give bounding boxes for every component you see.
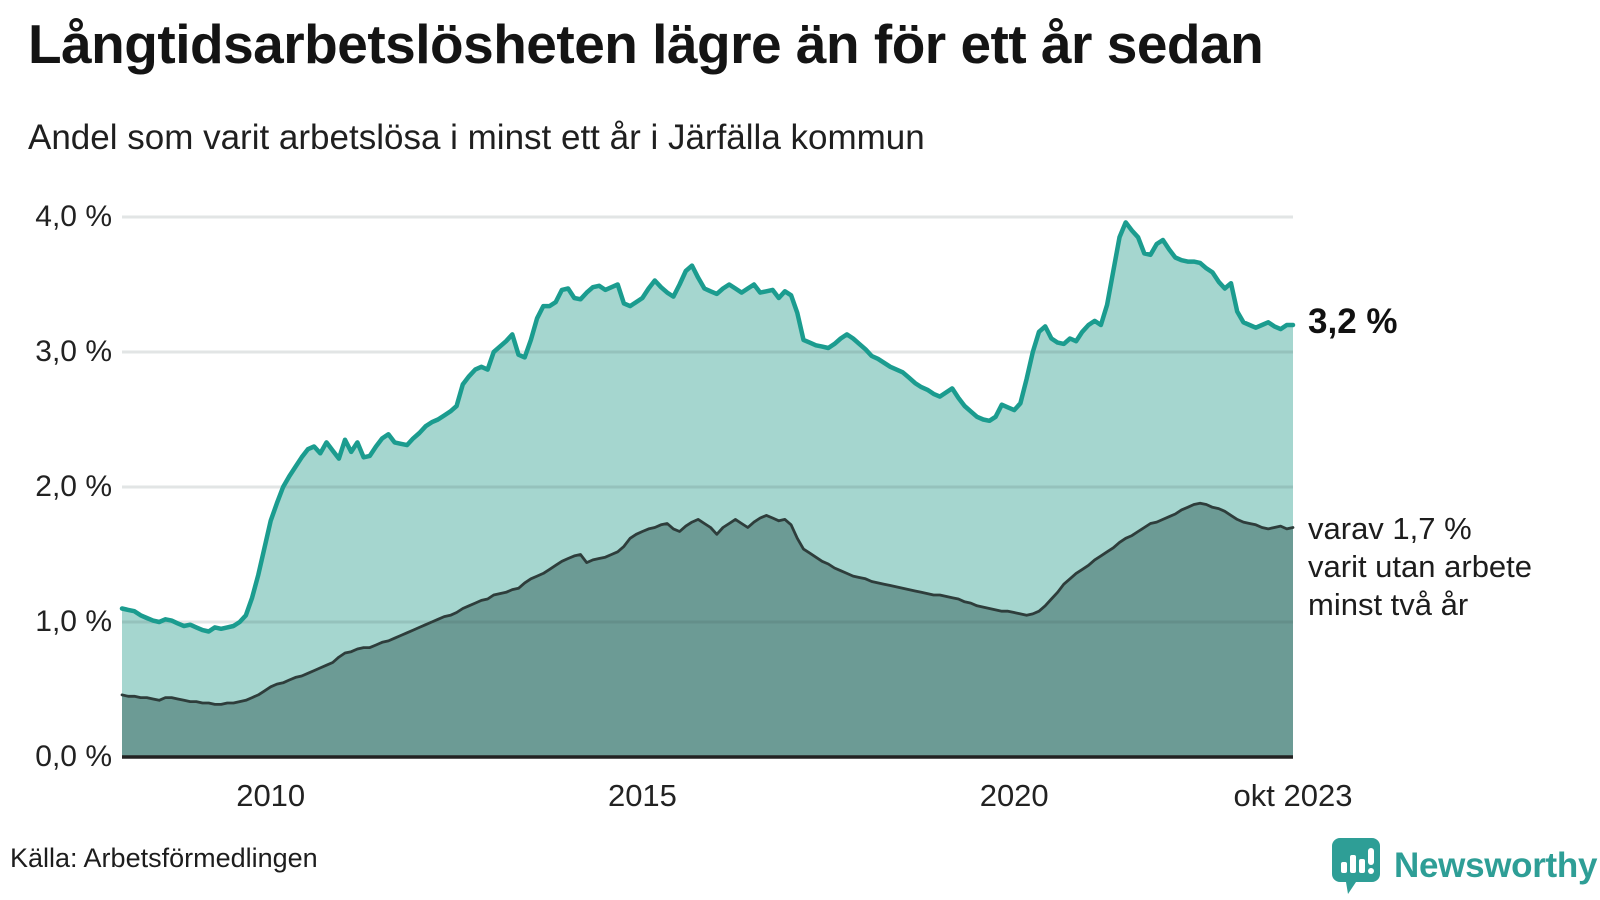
page-title: Långtidsarbetslösheten lägre än för ett … [28,13,1264,75]
x-axis-label: 2015 [607,778,677,813]
area-minst-tva-ar [122,503,1293,757]
series-end-value-label: 3,2 % [1308,302,1398,341]
x-axis-label: 2020 [979,778,1049,813]
brand-logo: Newsworthy [1330,836,1597,896]
y-axis-label: 2,0 % [35,470,112,503]
series-sub-annotation: varav 1,7 % varit utan arbete minst två … [1308,510,1532,623]
sub-annotation-line3: minst två år [1308,586,1469,622]
line-minst-tva-ar [120,501,1295,706]
y-axis-label: 1,0 % [35,605,112,638]
page-subtitle: Andel som varit arbetslösa i minst ett å… [28,118,925,157]
y-axis-label: 4,0 % [35,200,112,233]
sub-annotation-line2: varit utan arbete [1308,548,1533,584]
source-credit: Källa: Arbetsförmedlingen [10,843,318,873]
x-axis-label: 2010 [236,778,306,813]
brand-name: Newsworthy [1394,846,1598,885]
x-axis-label: okt 2023 [1233,778,1353,813]
newsworthy-logo-icon [1332,838,1380,894]
sub-annotation-line1: varav 1,7 % [1308,511,1472,546]
line-minst-ett-ar [119,220,1296,634]
y-axis-label: 3,0 % [35,335,112,368]
y-axis-label: 0,0 % [35,740,112,773]
